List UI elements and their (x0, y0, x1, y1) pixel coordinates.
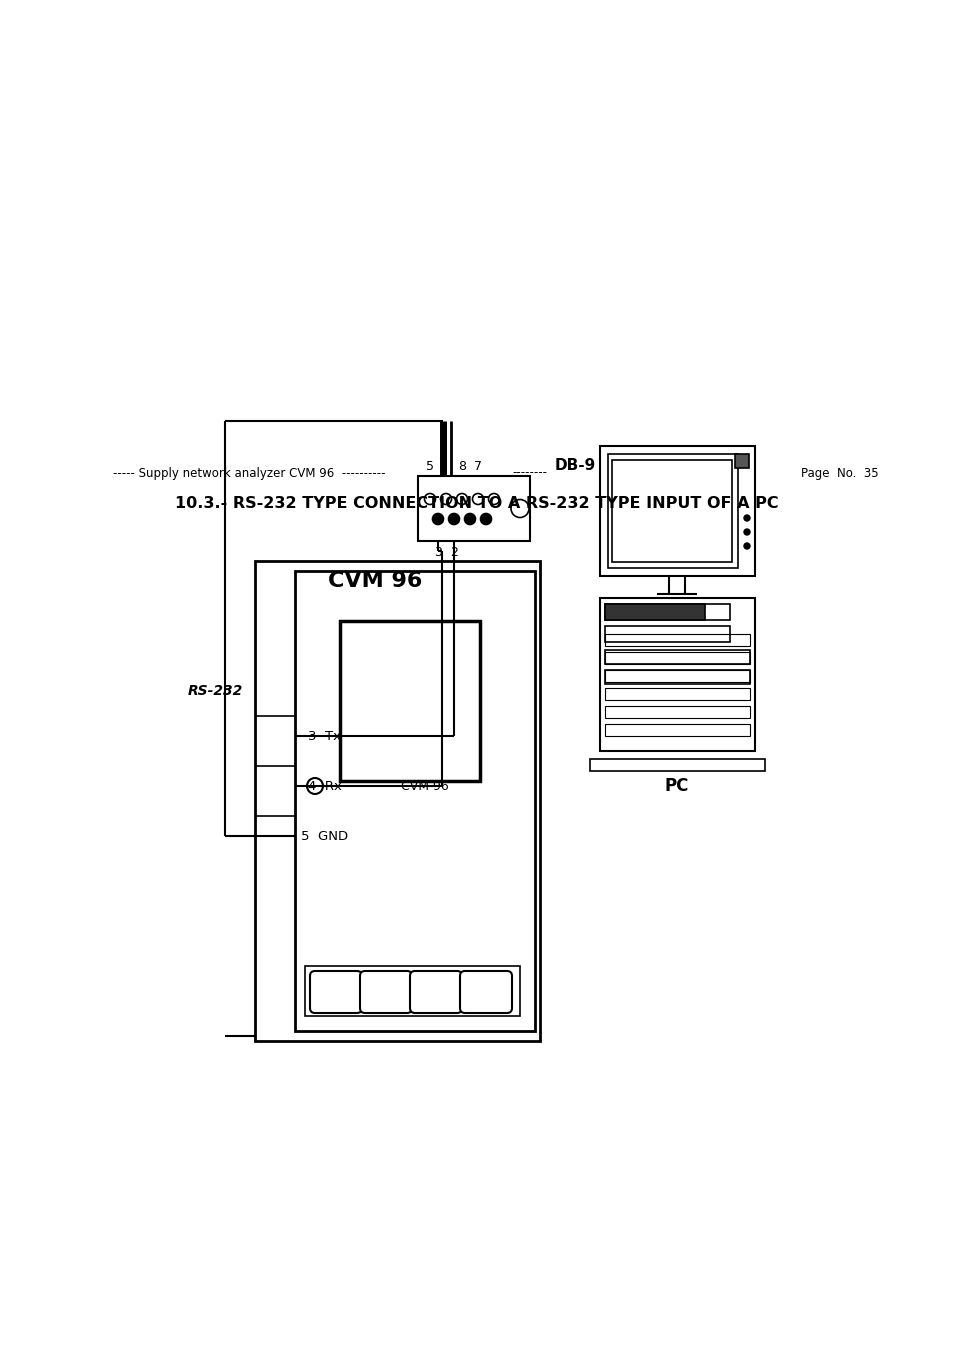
Bar (254, 561, 539, 1042)
Circle shape (743, 530, 749, 535)
Bar (604, 634, 749, 646)
Bar (599, 446, 754, 576)
Bar (604, 724, 749, 736)
Bar (599, 598, 754, 751)
Circle shape (424, 493, 435, 504)
Text: Page  No.  35: Page No. 35 (801, 466, 878, 480)
FancyBboxPatch shape (310, 971, 361, 1013)
Text: 5  GND: 5 GND (301, 830, 348, 843)
Text: 8: 8 (457, 459, 465, 473)
Bar (339, 621, 479, 781)
Text: 3: 3 (434, 546, 441, 559)
Text: 4  Rx: 4 Rx (308, 780, 341, 793)
Bar (305, 966, 519, 1016)
Bar (604, 604, 729, 620)
FancyBboxPatch shape (459, 971, 512, 1013)
Text: PC: PC (664, 777, 688, 794)
Bar (294, 571, 535, 1031)
Bar (734, 454, 748, 467)
FancyBboxPatch shape (359, 971, 412, 1013)
Bar (604, 604, 704, 620)
Circle shape (464, 513, 475, 524)
Circle shape (307, 778, 323, 794)
Bar (604, 626, 729, 642)
Circle shape (440, 493, 451, 504)
Circle shape (743, 515, 749, 521)
Bar (604, 653, 749, 663)
Text: RS-232: RS-232 (187, 684, 242, 698)
Circle shape (448, 513, 459, 524)
Bar (604, 688, 749, 700)
Text: CVM 96: CVM 96 (400, 780, 449, 793)
Text: 7: 7 (474, 459, 481, 473)
Circle shape (432, 513, 443, 524)
Circle shape (488, 493, 499, 504)
Text: 5: 5 (426, 459, 434, 473)
FancyBboxPatch shape (410, 971, 461, 1013)
Bar (604, 670, 749, 682)
Bar (589, 759, 764, 771)
Bar (607, 454, 738, 567)
Text: 10.3.- RS-232 TYPE CONNECTION TO A RS-232 TYPE INPUT OF A PC: 10.3.- RS-232 TYPE CONNECTION TO A RS-23… (175, 496, 778, 511)
Text: --------: -------- (512, 466, 547, 480)
Text: DB-9: DB-9 (554, 458, 595, 473)
Circle shape (511, 500, 529, 517)
Text: CVM 96: CVM 96 (328, 571, 422, 590)
Bar (612, 459, 731, 562)
Bar (604, 670, 749, 684)
Circle shape (472, 493, 483, 504)
Bar (604, 650, 749, 663)
Bar (604, 707, 749, 717)
Text: 3  Tx: 3 Tx (308, 730, 341, 743)
Bar (417, 476, 530, 540)
Circle shape (456, 493, 467, 504)
Text: 2: 2 (450, 546, 457, 559)
Text: ----- Supply network analyzer CVM 96  ----------: ----- Supply network analyzer CVM 96 ---… (112, 466, 385, 480)
Circle shape (743, 543, 749, 549)
Circle shape (480, 513, 491, 524)
